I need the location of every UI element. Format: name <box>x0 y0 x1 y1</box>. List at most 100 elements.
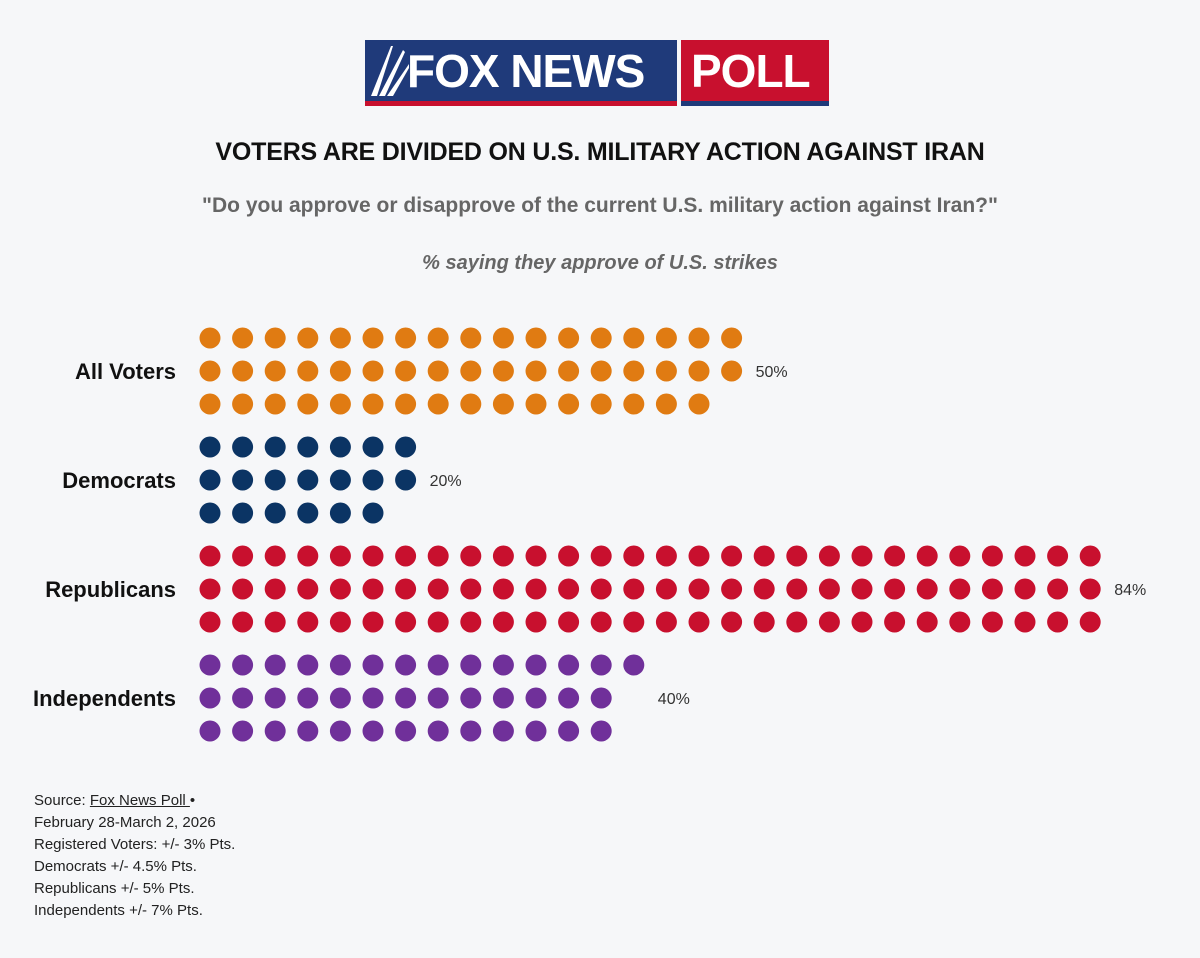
dot-mark <box>232 720 254 742</box>
dot-mark <box>395 436 417 458</box>
survey-question: "Do you approve or disapprove of the cur… <box>202 194 998 217</box>
dot-mark <box>395 469 417 491</box>
dot-mark <box>688 360 710 382</box>
dot-mark <box>264 502 286 524</box>
dot-mark <box>558 545 580 567</box>
dot-mark <box>558 687 580 709</box>
dot-mark <box>460 720 482 742</box>
dot-mark <box>427 393 449 415</box>
source-bullet: • <box>189 792 196 809</box>
dot-mark <box>1079 545 1101 567</box>
dot-mark <box>297 393 319 415</box>
dot-mark <box>492 545 514 567</box>
dot-mark <box>786 611 808 633</box>
dot-mark <box>264 654 286 676</box>
dot-mark <box>395 360 417 382</box>
dot-mark <box>199 545 221 567</box>
dot-mark <box>753 611 775 633</box>
dot-mark <box>721 360 743 382</box>
dot-mark <box>199 360 221 382</box>
dot-mark <box>427 327 449 349</box>
dot-mark <box>1047 611 1069 633</box>
chart-subtitle: % saying they approve of U.S. strikes <box>422 252 778 274</box>
dot-mark <box>264 327 286 349</box>
dot-mark <box>427 687 449 709</box>
dot-mark <box>199 436 221 458</box>
dot-mark <box>818 611 840 633</box>
dot-mark <box>492 578 514 600</box>
category-label: Independents <box>33 686 176 711</box>
dot-mark <box>623 654 645 676</box>
dot-mark <box>297 436 319 458</box>
dot-mark <box>297 578 319 600</box>
fox-news-logo-block: FOX NEWS <box>365 40 677 106</box>
dot-mark <box>1047 545 1069 567</box>
dot-mark <box>1079 578 1101 600</box>
dot-mark <box>590 578 612 600</box>
poll-logo-block: POLL <box>681 40 829 106</box>
source-dates: February 28-March 2, 2026 <box>34 814 216 831</box>
dot-mark <box>329 360 351 382</box>
dot-mark <box>362 436 384 458</box>
margin-independents: Independents +/- 7% Pts. <box>34 902 203 919</box>
dot-mark <box>395 327 417 349</box>
dot-mark <box>264 469 286 491</box>
dot-mark <box>786 578 808 600</box>
dot-mark <box>199 687 221 709</box>
dot-mark <box>981 578 1003 600</box>
logo-poll-text: POLL <box>691 45 811 97</box>
dot-mark <box>590 720 612 742</box>
dot-mark <box>329 720 351 742</box>
dot-mark <box>558 578 580 600</box>
dot-mark <box>525 687 547 709</box>
dot-mark <box>329 393 351 415</box>
dot-mark <box>297 545 319 567</box>
dot-mark <box>427 360 449 382</box>
searchlight-icon <box>371 46 409 96</box>
category-label: Republicans <box>45 577 176 602</box>
dot-mark <box>623 611 645 633</box>
dot-mark <box>362 469 384 491</box>
dot-mark <box>395 578 417 600</box>
dot-mark <box>460 611 482 633</box>
dot-mark <box>362 611 384 633</box>
dot-mark <box>1014 545 1036 567</box>
dot-mark <box>427 611 449 633</box>
dot-mark <box>590 545 612 567</box>
dot-mark <box>525 720 547 742</box>
dot-mark <box>623 393 645 415</box>
dot-mark <box>199 469 221 491</box>
dot-mark <box>362 327 384 349</box>
dot-mark <box>199 611 221 633</box>
source-link[interactable]: Fox News Poll <box>89 792 190 809</box>
dot-mark <box>884 545 906 567</box>
dot-mark <box>297 611 319 633</box>
dot-mark <box>590 687 612 709</box>
dot-mark <box>1047 578 1069 600</box>
dot-mark <box>655 545 677 567</box>
dot-mark <box>297 502 319 524</box>
dot-mark <box>492 327 514 349</box>
source-line: Source: Fox News Poll • <box>34 790 235 812</box>
dot-mark <box>395 654 417 676</box>
value-label: 84% <box>1114 582 1146 599</box>
dot-mark <box>818 545 840 567</box>
dot-mark <box>329 687 351 709</box>
dot-chart: All Voters 50% Democrats 20% Republicans 84% I… <box>33 327 1146 742</box>
margin-republicans: Republicans +/- 5% Pts. <box>34 880 195 897</box>
dot-mark <box>329 436 351 458</box>
dot-mark <box>655 611 677 633</box>
dot-mark <box>427 545 449 567</box>
dot-mark <box>264 360 286 382</box>
dot-mark <box>688 578 710 600</box>
dot-mark <box>329 654 351 676</box>
dot-mark <box>199 654 221 676</box>
dot-mark <box>329 611 351 633</box>
dot-mark <box>297 360 319 382</box>
dot-mark <box>916 611 938 633</box>
dot-mark <box>329 327 351 349</box>
dot-mark <box>786 545 808 567</box>
dot-mark <box>525 393 547 415</box>
margin-registered-voters: Registered Voters: +/- 3% Pts. <box>34 836 236 853</box>
dot-mark <box>916 578 938 600</box>
